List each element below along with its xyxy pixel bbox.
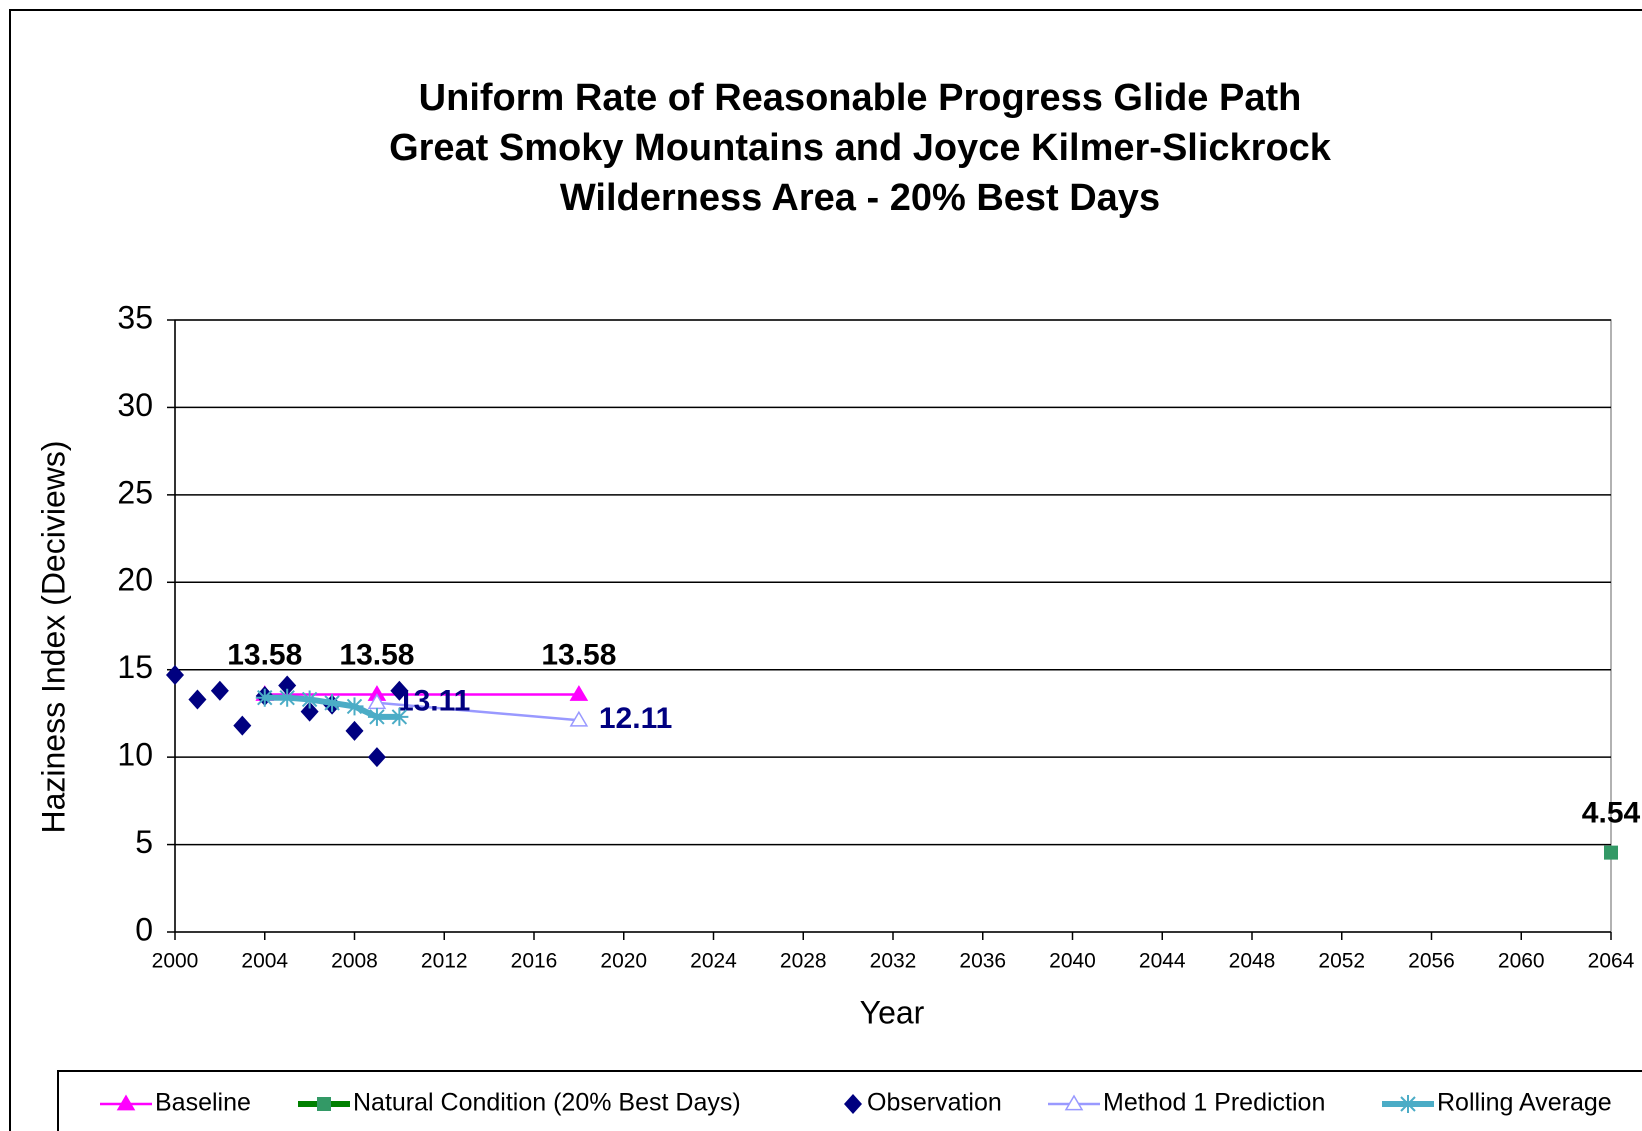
legend-label: Natural Condition (20% Best Days)	[353, 1089, 741, 1117]
data-label: 13.58	[339, 638, 414, 671]
x-tick-label: 2032	[870, 950, 917, 973]
marker	[278, 675, 297, 696]
data-label: 4.54	[1582, 797, 1641, 830]
marker	[300, 690, 319, 709]
legend-item: Method 1 Prediction	[1048, 1089, 1325, 1117]
marker	[345, 720, 364, 741]
x-tick-label: 2060	[1498, 950, 1545, 973]
y-tick-label: 30	[117, 387, 153, 423]
chart-title: Great Smoky Mountains and Joyce Kilmer-S…	[389, 127, 1332, 169]
marker	[233, 715, 252, 736]
marker	[300, 701, 319, 722]
y-tick-label: 35	[117, 299, 153, 335]
x-axis-title: Year	[860, 994, 925, 1030]
marker	[255, 688, 274, 707]
series-line	[376, 701, 579, 722]
y-tick-label: 5	[135, 824, 153, 860]
y-axis-title: Haziness Index (Deciviews)	[35, 440, 71, 833]
x-tick-label: 2008	[331, 950, 378, 973]
data-label: 12.11	[599, 702, 672, 735]
legend-label: Method 1 Prediction	[1103, 1089, 1325, 1117]
marker	[390, 707, 409, 726]
x-tick-label: 2004	[241, 950, 288, 973]
legend-item: Natural Condition (20% Best Days)	[298, 1089, 741, 1117]
marker	[1064, 1094, 1084, 1111]
y-tick-label: 15	[117, 649, 153, 685]
legend-item: Baseline	[100, 1089, 251, 1117]
y-tick-label: 20	[117, 562, 153, 598]
x-tick-label: 2064	[1588, 950, 1635, 973]
marker	[1604, 845, 1618, 860]
legend-label: Rolling Average	[1437, 1089, 1612, 1117]
marker	[323, 693, 342, 712]
y-tick-label: 10	[117, 737, 153, 773]
x-tick-label: 2040	[1049, 950, 1096, 973]
x-tick-label: 2056	[1408, 950, 1455, 973]
x-tick-label: 2012	[421, 950, 468, 973]
marker	[317, 1097, 331, 1111]
marker	[1399, 1095, 1417, 1113]
marker	[116, 1094, 136, 1111]
x-tick-label: 2024	[690, 950, 737, 973]
x-tick-label: 2052	[1318, 950, 1365, 973]
data-label: 13.58	[541, 638, 616, 671]
marker	[569, 710, 589, 727]
legend-item: Rolling Average	[1382, 1089, 1612, 1117]
chart-title: Wilderness Area - 20% Best Days	[560, 177, 1160, 219]
x-tick-label: 2020	[600, 950, 647, 973]
legend-label: Baseline	[155, 1089, 251, 1117]
marker	[188, 689, 207, 710]
marker	[390, 680, 409, 701]
legend-item: Observation	[844, 1089, 1002, 1117]
marker	[367, 707, 386, 726]
chart-title: Uniform Rate of Reasonable Progress Glid…	[419, 77, 1302, 119]
x-tick-label: 2036	[959, 950, 1006, 973]
marker	[345, 697, 364, 716]
x-tick-label: 2000	[152, 950, 199, 973]
marker	[569, 685, 589, 701]
plot-area	[174, 319, 1612, 933]
y-tick-label: 0	[135, 911, 153, 947]
marker	[166, 664, 184, 685]
marker	[844, 1094, 862, 1114]
x-tick-label: 2044	[1139, 950, 1186, 973]
legend-label: Observation	[867, 1089, 1002, 1117]
marker	[278, 688, 297, 707]
x-tick-label: 2016	[511, 950, 558, 973]
x-tick-label: 2028	[780, 950, 827, 973]
x-tick-label: 2048	[1229, 950, 1276, 973]
marker	[210, 680, 229, 701]
data-label: 13.58	[227, 638, 302, 671]
marker	[367, 747, 386, 768]
data-label: 13.11	[397, 685, 470, 718]
y-tick-label: 25	[117, 474, 153, 510]
